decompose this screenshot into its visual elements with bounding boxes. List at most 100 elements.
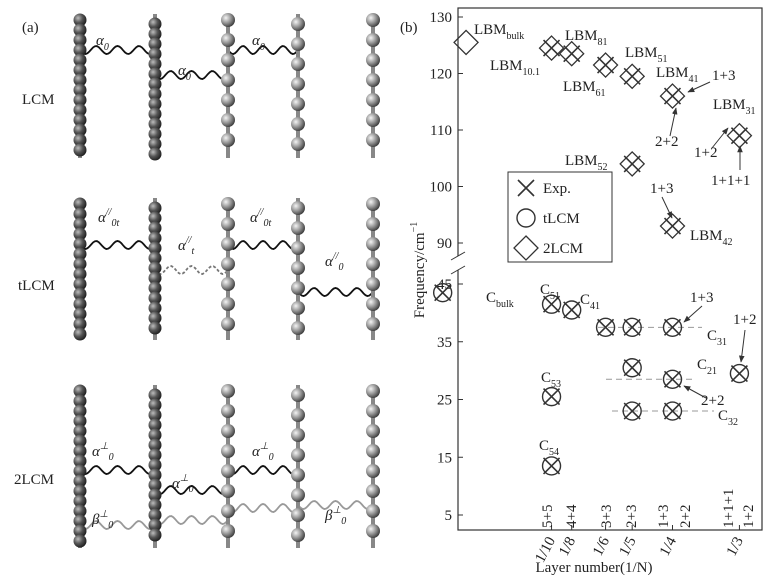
y-axis-title-sup: −1 — [409, 222, 420, 233]
spring — [155, 516, 228, 524]
stacking-label: 2+2 — [678, 505, 694, 528]
marker-x — [624, 360, 640, 376]
atom — [366, 464, 380, 478]
annotation: LBM81 — [565, 28, 608, 48]
row-label: LCM — [22, 92, 55, 108]
annotation-main: C — [580, 292, 590, 308]
atom — [291, 201, 305, 215]
coupling-label: α⊥0 — [172, 473, 194, 495]
annotation: LBM61 — [563, 79, 606, 99]
coupling-label: α//0t — [250, 207, 271, 229]
coupling-label-sup: // — [185, 235, 193, 246]
spring — [228, 241, 298, 249]
coupling-label-sub: 0 — [186, 72, 191, 83]
coupling-label: α⊥0 — [92, 441, 114, 463]
stacking-label: 4+4 — [564, 504, 580, 528]
annotation-main: LBM — [565, 153, 598, 169]
atom — [221, 464, 235, 478]
annotation-main: C — [697, 357, 707, 373]
legend: Exp.tLCM2LCM — [508, 172, 612, 262]
row-label: 2LCM — [14, 472, 54, 488]
y-axis-title: Frequency/cm−1 — [409, 222, 428, 318]
atom — [366, 504, 380, 518]
atom — [291, 388, 305, 402]
annotation-main: 1+2 — [694, 145, 717, 161]
stacking-label: 3+3 — [599, 505, 615, 528]
annotation: C53 — [541, 370, 561, 390]
atom — [149, 148, 162, 161]
y-axis-title-main: Frequency/cm — [412, 232, 428, 318]
panel-a: (a)LCMα0α0α0tLCMα//0tα//tα//0tα//02LCMα⊥… — [14, 13, 380, 548]
annotation-main: 1+3 — [650, 181, 673, 197]
plot-frame — [458, 8, 762, 530]
atom — [149, 529, 162, 542]
x-tick-label: 1/8 — [556, 534, 579, 558]
annotation: 2+2 — [701, 393, 724, 409]
annotation: LBM31 — [713, 97, 756, 117]
coupling-label-sup: // — [257, 207, 265, 218]
atom — [291, 488, 305, 502]
y-tick-label: 25 — [437, 393, 452, 409]
atom — [221, 13, 235, 27]
coupling-label-sub: 0 — [189, 484, 194, 495]
annotation-main: LBM — [625, 45, 658, 61]
annotation-sub: 81 — [598, 37, 608, 48]
annotation-sub: 31 — [717, 337, 727, 348]
coupling-label: β⊥0 — [91, 509, 113, 531]
x-tick-label: 1/5 — [617, 534, 640, 558]
annotation-sub: 41 — [590, 301, 600, 312]
atom — [366, 257, 380, 271]
row-label: tLCM — [18, 278, 55, 294]
annotation: Cbulk — [486, 290, 514, 310]
arrow — [670, 108, 676, 136]
annotation-main: 2+2 — [655, 134, 678, 150]
atom — [221, 93, 235, 107]
annotation: C41 — [580, 292, 600, 312]
atom — [291, 221, 305, 235]
atom — [221, 257, 235, 271]
x-tick-label: 1/6 — [590, 534, 613, 559]
atom — [221, 444, 235, 458]
annotation-sub: 41 — [689, 74, 699, 85]
annotation: 1+3 — [650, 181, 673, 197]
annotation: C51 — [540, 282, 560, 302]
coupling-label-sup: ⊥ — [260, 441, 269, 452]
atom — [291, 508, 305, 522]
coupling-label-sup: ⊥ — [99, 509, 108, 520]
annotation: LBM51 — [625, 45, 668, 65]
coupling-label-sub: t — [191, 246, 194, 257]
annotation-main: LBM — [563, 79, 596, 95]
coupling-label-sub: 0 — [108, 520, 113, 531]
coupling-label-sub: 0 — [104, 42, 109, 53]
atom — [221, 33, 235, 47]
marker-x — [544, 389, 560, 405]
x-axis-title: Layer number(1/N) — [535, 560, 652, 576]
atom — [366, 133, 380, 147]
coupling-label-sup: // — [332, 251, 340, 262]
y-tick-label: 120 — [430, 67, 453, 83]
atom — [291, 321, 305, 335]
atom — [366, 197, 380, 211]
annotation-sub: 51 — [550, 291, 560, 302]
coupling-label-sub: 0 — [109, 452, 114, 463]
coupling-label-sup: ⊥ — [180, 473, 189, 484]
annotation-sub: 61 — [596, 88, 606, 99]
annotation: 1+2 — [733, 312, 756, 328]
atom — [291, 281, 305, 295]
atom — [221, 317, 235, 331]
arrow — [741, 330, 745, 362]
annotation-main: LBM — [690, 228, 723, 244]
atom — [366, 524, 380, 538]
annotation: LBM52 — [565, 153, 608, 173]
y-tick-label: 100 — [430, 180, 453, 196]
annotation: C32 — [718, 408, 738, 428]
annotation-sub: 42 — [723, 237, 733, 248]
y-tick-label: 90 — [437, 236, 452, 252]
atom — [221, 404, 235, 418]
atom — [366, 384, 380, 398]
atom — [366, 297, 380, 311]
atom — [221, 217, 235, 231]
atom — [366, 217, 380, 231]
annotation-main: LBM — [713, 97, 746, 113]
atom — [291, 428, 305, 442]
